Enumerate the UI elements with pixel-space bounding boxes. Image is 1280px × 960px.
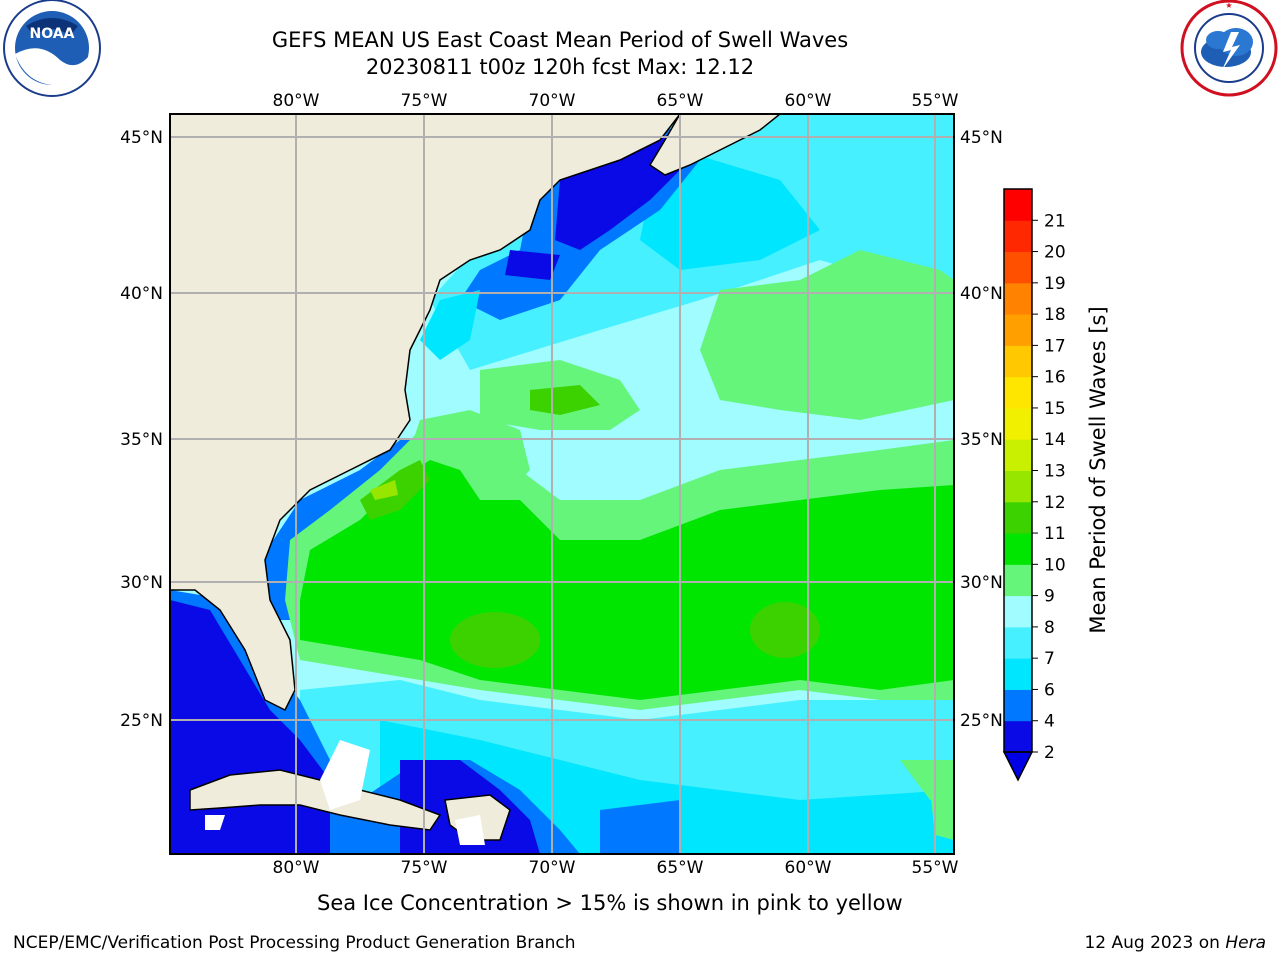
colorbar-tick-label: 4 (1044, 712, 1055, 732)
colorbar: 2 4 6 7 8 9 10 11 12 13 14 15 16 17 18 19 20 21 (1002, 188, 1066, 782)
colorbar-bin (1004, 595, 1032, 628)
colorbar-label: Mean Period of Swell Waves [s] (1086, 306, 1110, 634)
map-subtitle: 20230811 t00z 120h fcst Max: 12.12 (365, 55, 755, 79)
lon-label-top: 75°W (401, 91, 448, 111)
colorbar-tick-label: 13 (1044, 462, 1066, 482)
colorbar-tick-label: 2 (1044, 743, 1055, 763)
colorbar-bin (1004, 189, 1032, 221)
colorbar-bin (1004, 689, 1032, 722)
cuba-land (189, 769, 442, 831)
lat-label-right: 35°N (960, 430, 1003, 450)
lon-label-bottom: 55°W (912, 858, 959, 878)
colorbar-bin (1004, 345, 1032, 378)
colorbar-tick-label: 8 (1044, 618, 1055, 638)
colorbar-bin (1004, 407, 1032, 440)
colorbar-tick-label: 21 (1044, 211, 1066, 231)
lon-label-top: 60°W (785, 91, 832, 111)
colorbar-tick-label: 18 (1044, 305, 1066, 325)
lat-label-right: 45°N (960, 128, 1003, 148)
colorbar-bin (1004, 251, 1032, 284)
map-field (170, 114, 954, 854)
map-gridlines (170, 114, 954, 854)
lat-label-left: 40°N (120, 284, 163, 304)
map-frame (169, 113, 955, 855)
lon-label-bottom: 60°W (785, 858, 832, 878)
footer-date: 12 Aug 2023 on Hera (1084, 933, 1266, 953)
colorbar-bin (1004, 501, 1032, 534)
colorbar-tick-label: 17 (1044, 336, 1066, 356)
lon-label-top: 80°W (273, 91, 320, 111)
svg-text:★: ★ (1225, 1, 1232, 10)
colorbar-bin (1004, 220, 1032, 253)
north-america-land (170, 114, 681, 712)
lon-label-top: 70°W (529, 91, 576, 111)
footer-machine: Hera (1225, 933, 1266, 953)
footer-date-text: 12 Aug 2023 on (1084, 933, 1226, 953)
lat-label-right: 30°N (960, 573, 1003, 593)
lat-label-left: 25°N (120, 711, 163, 731)
colorbar-tick-label: 15 (1044, 399, 1066, 419)
nws-logo: ★ (1180, 0, 1278, 97)
colorbar-tick-label: 19 (1044, 274, 1066, 294)
lon-label-bottom: 75°W (401, 858, 448, 878)
lat-label-right: 40°N (960, 284, 1003, 304)
colorbar-tick-label: 16 (1044, 368, 1066, 388)
sea-ice-note: Sea Ice Concentration > 15% is shown in … (317, 891, 903, 915)
colorbar-tick-label: 20 (1044, 243, 1066, 263)
colorbar-bin (1004, 533, 1032, 565)
lon-label-bottom: 70°W (529, 858, 576, 878)
colorbar-bin (1004, 720, 1032, 753)
noaa-logo-text: NOAA (30, 26, 75, 42)
colorbar-bin (1004, 658, 1032, 690)
colorbar-tick-label: 6 (1044, 680, 1055, 700)
lat-label-left: 30°N (120, 573, 163, 593)
lon-label-bottom: 65°W (657, 858, 704, 878)
colorbar-bin (1004, 282, 1032, 315)
map-title: GEFS MEAN US East Coast Mean Period of S… (271, 28, 849, 52)
colorbar-bin (1004, 376, 1032, 409)
colorbar-tick-label: 7 (1044, 649, 1055, 669)
lat-label-left: 35°N (120, 430, 163, 450)
colorbar-bin (1004, 564, 1032, 597)
colorbar-tick-label: 12 (1044, 493, 1066, 513)
noaa-logo: NOAA (3, 0, 101, 97)
lon-label-top: 55°W (912, 91, 959, 111)
footer-credit: NCEP/EMC/Verification Post Processing Pr… (13, 933, 576, 953)
colorbar-tick-label: 14 (1044, 430, 1066, 450)
lat-label-left: 45°N (120, 128, 163, 148)
colorbar-tick-label: 10 (1044, 555, 1066, 575)
colorbar-tick-label: 9 (1044, 587, 1055, 607)
colorbar-tick-label: 11 (1044, 524, 1066, 544)
colorbar-bin (1004, 314, 1032, 346)
colorbar-bin (1004, 626, 1032, 659)
colorbar-bin (1004, 439, 1032, 471)
colorbar-under-arrow (1002, 751, 1034, 782)
lat-label-right: 25°N (960, 711, 1003, 731)
colorbar-bin (1004, 470, 1032, 503)
lon-label-top: 65°W (657, 91, 704, 111)
lon-label-bottom: 80°W (273, 858, 320, 878)
